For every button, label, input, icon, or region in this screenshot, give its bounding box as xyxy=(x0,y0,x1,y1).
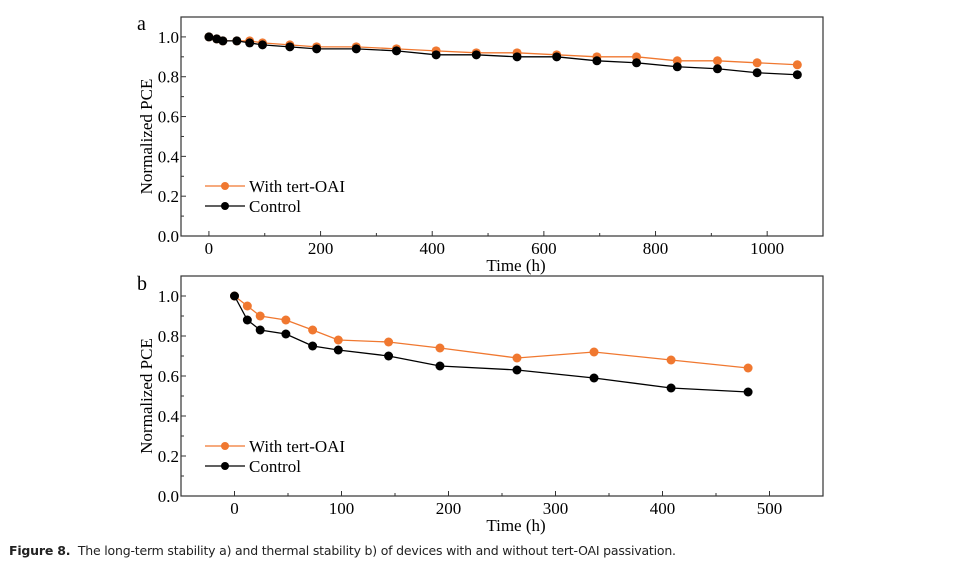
data-point-control xyxy=(308,341,318,351)
data-point-control xyxy=(512,52,522,62)
x-axis-label: Time (h) xyxy=(486,516,545,535)
y-tick-label: 1.0 xyxy=(158,28,179,47)
data-point-control xyxy=(632,58,642,68)
data-point-control xyxy=(589,373,599,383)
x-tick-label: 400 xyxy=(650,499,676,518)
caption-label: Figure 8. xyxy=(9,543,71,558)
data-point-control xyxy=(435,361,445,371)
data-point-with-tert-oai xyxy=(255,311,265,321)
data-point-control xyxy=(255,325,265,335)
legend-marker xyxy=(221,202,229,210)
x-tick-label: 300 xyxy=(543,499,569,518)
x-tick-label: 1000 xyxy=(750,239,784,258)
data-point-control xyxy=(281,329,291,339)
legend-label: Control xyxy=(249,197,301,216)
data-point-control xyxy=(285,42,295,52)
legend-label: With tert-OAI xyxy=(249,177,345,196)
legend-marker xyxy=(221,182,229,190)
panel-label: a xyxy=(137,13,146,35)
x-tick-label: 500 xyxy=(757,499,783,518)
data-point-control xyxy=(712,64,722,74)
data-point-control xyxy=(204,32,214,42)
x-tick-label: 600 xyxy=(531,239,557,258)
y-tick-label: 0.8 xyxy=(158,327,179,346)
data-point-control xyxy=(384,351,394,361)
data-point-control xyxy=(552,52,562,62)
data-point-with-tert-oai xyxy=(792,60,802,70)
data-point-control xyxy=(743,387,753,397)
series-line-control xyxy=(208,36,798,76)
data-point-with-tert-oai xyxy=(242,301,252,311)
y-tick-label: 0.6 xyxy=(158,108,179,127)
chart-panel-a: a 0 200 400 600 800 1000 0.0 0.2 0.4 0.6 0.8 1.0 Time… xyxy=(137,13,824,275)
series-line-with-tert-oai xyxy=(208,36,798,66)
y-tick-label: 0.4 xyxy=(158,147,180,166)
data-point-control xyxy=(592,56,602,66)
data-point-with-tert-oai xyxy=(281,315,291,325)
legend-marker xyxy=(221,442,229,450)
x-tick-label: 0 xyxy=(230,499,239,518)
y-tick-label: 1.0 xyxy=(158,287,179,306)
data-point-control xyxy=(230,291,239,301)
data-point-control xyxy=(666,383,676,393)
x-tick-label: 400 xyxy=(419,239,445,258)
caption-text: The long-term stability a) and thermal s… xyxy=(77,543,676,558)
y-tick-label: 0.4 xyxy=(158,407,180,426)
data-point-control xyxy=(792,70,802,80)
data-point-with-tert-oai xyxy=(384,337,394,347)
data-point-control xyxy=(218,36,228,46)
data-point-control xyxy=(232,36,242,46)
x-tick-label: 200 xyxy=(308,239,334,258)
y-tick-label: 0.0 xyxy=(158,227,179,246)
data-point-control xyxy=(672,62,682,72)
y-tick-label: 0.2 xyxy=(158,447,179,466)
chart-panel-b: b 0 100 200 300 400 500 0.0 0.2 0.4 0.6 0.8 1.0 Time … xyxy=(137,273,824,535)
data-point-control xyxy=(258,40,268,50)
data-point-control xyxy=(333,345,343,355)
data-point-with-tert-oai xyxy=(712,56,722,66)
data-point-with-tert-oai xyxy=(512,353,522,363)
x-tick-label: 800 xyxy=(643,239,669,258)
legend-label: Control xyxy=(249,457,301,476)
data-point-control xyxy=(512,365,522,375)
data-point-with-tert-oai xyxy=(435,343,445,353)
y-tick-label: 0.6 xyxy=(158,367,179,386)
y-axis-label: Normalized PCE xyxy=(137,338,156,454)
data-point-control xyxy=(312,44,322,54)
x-tick-label: 0 xyxy=(205,239,214,258)
y-tick-label: 0.0 xyxy=(158,487,179,506)
x-axis-label: Time (h) xyxy=(486,256,545,275)
plot-frame xyxy=(180,16,824,237)
figure-caption: Figure 8. The long-term stability a) and… xyxy=(9,543,676,558)
data-point-control xyxy=(245,38,255,48)
x-tick-label: 200 xyxy=(436,499,462,518)
y-tick-label: 0.2 xyxy=(158,187,179,206)
data-point-control xyxy=(242,315,252,325)
x-tick-label: 100 xyxy=(329,499,355,518)
data-point-with-tert-oai xyxy=(666,355,676,365)
data-point-with-tert-oai xyxy=(589,347,599,357)
panel-label: b xyxy=(137,273,147,295)
legend-marker xyxy=(221,462,229,470)
data-point-control xyxy=(431,50,441,60)
data-point-control xyxy=(752,68,762,78)
y-axis-label: Normalized PCE xyxy=(137,79,156,195)
y-tick-label: 0.8 xyxy=(158,68,179,87)
data-point-control xyxy=(351,44,361,54)
data-point-with-tert-oai xyxy=(752,58,762,68)
data-point-with-tert-oai xyxy=(743,363,753,373)
legend-label: With tert-OAI xyxy=(249,437,345,456)
data-point-control xyxy=(471,50,481,60)
data-point-control xyxy=(391,46,401,56)
data-point-with-tert-oai xyxy=(333,335,343,345)
data-point-with-tert-oai xyxy=(308,325,318,335)
